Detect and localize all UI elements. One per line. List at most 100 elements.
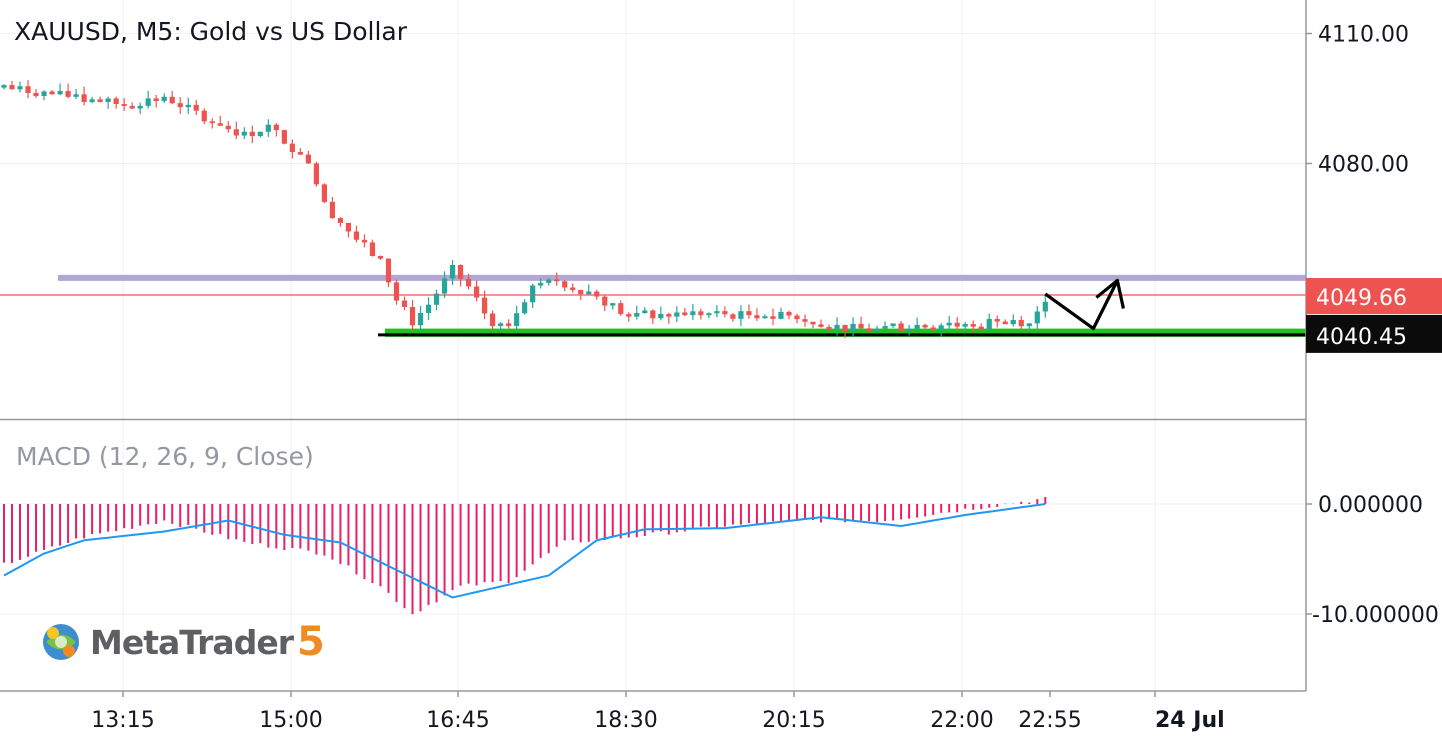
candle-body — [746, 311, 752, 316]
metatrader-logo-number: 5 — [296, 619, 325, 665]
candle-body — [129, 105, 135, 109]
candle-body — [962, 324, 968, 327]
macd-indicator — [3, 497, 1047, 615]
candle-body — [578, 290, 584, 295]
metatrader-logo-text: MetaTrader — [90, 622, 294, 662]
candle-body — [1042, 301, 1048, 312]
candle-body — [754, 315, 760, 319]
candle-body — [690, 311, 696, 316]
candle-body — [73, 94, 79, 97]
candle-body — [25, 86, 31, 93]
price-tick-label: 4080.00 — [1318, 153, 1409, 178]
candles — [1, 80, 1048, 338]
candle-body — [602, 296, 608, 306]
macd-signal-line — [3, 503, 1046, 599]
time-tick-label: 24 Jul — [1155, 708, 1225, 733]
metatrader-logo: MetaTrader 5 — [38, 618, 325, 666]
time-tick-label: 18:30 — [594, 708, 657, 733]
axes: 4110.00 4080.00 0.000000 -10.000000 4049.66 4… — [91, 23, 1442, 733]
candle-body — [473, 286, 480, 298]
candle-body — [570, 287, 576, 291]
candle-body — [634, 313, 640, 317]
candle-body — [658, 314, 664, 319]
candle-body — [874, 328, 880, 332]
chart-title: XAUUSD, M5: Gold vs US Dollar — [14, 17, 408, 46]
candle-body — [457, 264, 464, 279]
candle-body — [377, 255, 384, 259]
candle-body — [1002, 321, 1008, 325]
candle-body — [409, 306, 416, 326]
candle-body — [369, 242, 376, 256]
candle-body — [1, 85, 7, 88]
candle-body — [850, 323, 856, 332]
current-price-badge — [1306, 277, 1442, 314]
candle-body — [594, 291, 600, 297]
candle-body — [81, 94, 87, 102]
candle-body — [385, 258, 392, 283]
price-tick-label: 4110.00 — [1318, 23, 1409, 48]
candle-body — [674, 312, 680, 317]
projection-arrow[interactable] — [1044, 278, 1125, 331]
candle-body — [361, 239, 368, 243]
candle-body — [153, 98, 159, 101]
metatrader-logo-icon — [43, 624, 79, 660]
candle-body — [49, 91, 55, 95]
candle-body — [946, 322, 952, 326]
candle-body — [185, 104, 191, 108]
candle-body — [193, 104, 199, 111]
candle-body — [329, 201, 336, 219]
candle-body — [433, 293, 440, 305]
candle-body — [321, 184, 327, 202]
candle-body — [1010, 319, 1016, 325]
candle-body — [273, 124, 279, 131]
candle-body — [530, 285, 536, 303]
time-tick-label: 22:55 — [1018, 708, 1081, 733]
candle-body — [145, 98, 151, 106]
candle-body — [57, 91, 63, 95]
candle-body — [818, 324, 824, 327]
candle-body — [417, 313, 424, 326]
candle-body — [257, 131, 263, 137]
candle-body — [393, 282, 400, 301]
candle-body — [826, 326, 832, 329]
candle-body — [650, 310, 656, 319]
candle-body — [930, 327, 936, 331]
candle-body — [922, 324, 928, 328]
candle-body — [858, 323, 864, 329]
candle-body — [698, 311, 704, 316]
candle-body — [1034, 311, 1040, 324]
candle-body — [449, 264, 456, 279]
support-price-badge — [1306, 314, 1442, 353]
candle-body — [802, 319, 808, 322]
candle-body — [401, 300, 408, 307]
candle-body — [722, 311, 728, 315]
candle-body — [97, 99, 103, 102]
candle-body — [1026, 323, 1032, 327]
candle-body — [490, 313, 496, 326]
candle-body — [217, 123, 223, 126]
candle-body — [289, 143, 295, 153]
macd-tick-label: -10.000000 — [1312, 603, 1439, 628]
time-tick-label: 16:45 — [426, 708, 489, 733]
candle-body — [169, 96, 175, 104]
candle-body — [866, 328, 872, 332]
candle-body — [914, 324, 920, 329]
projection-path[interactable] — [1044, 279, 1119, 331]
candle-body — [41, 91, 47, 97]
candle-body — [353, 231, 360, 240]
candle-body — [345, 222, 352, 232]
candle-body — [522, 302, 528, 314]
candle-body — [113, 98, 119, 105]
current-price-label: 4049.66 — [1316, 286, 1407, 311]
candle-body — [794, 315, 800, 320]
candle-body — [305, 154, 311, 164]
candle-body — [666, 314, 672, 317]
candle-body — [265, 124, 271, 132]
candle-body — [538, 282, 544, 286]
candle-body — [834, 324, 840, 329]
candle-body — [986, 318, 992, 330]
candle-body — [642, 310, 648, 314]
candle-body — [177, 103, 183, 108]
candle-body — [938, 325, 944, 331]
